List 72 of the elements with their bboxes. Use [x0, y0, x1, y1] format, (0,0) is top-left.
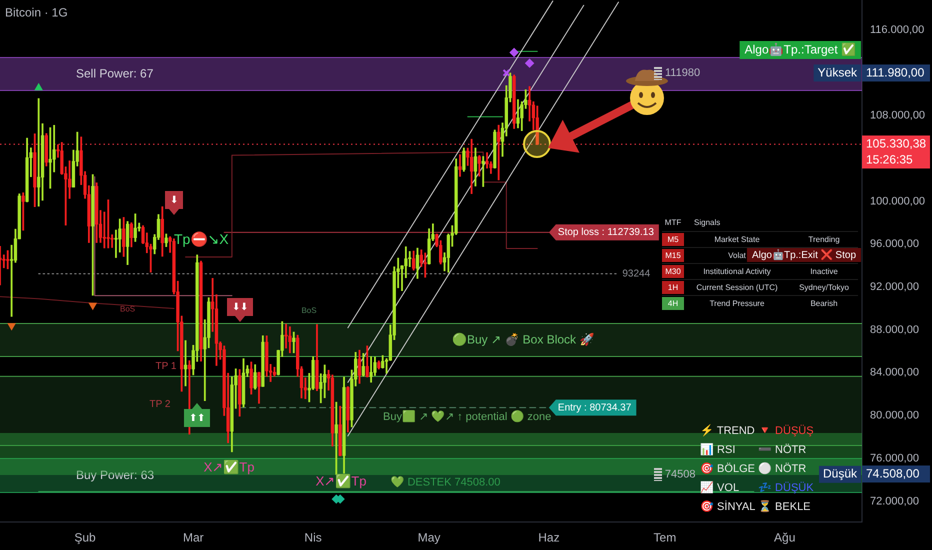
category-label: M15 [665, 250, 681, 260]
text: Institutional Activity [703, 266, 771, 276]
text: Bearish [810, 298, 838, 308]
text: 📊 RSI [700, 444, 736, 456]
category-label: MTF [664, 218, 682, 228]
text: ⏳ BEKLE [758, 501, 811, 513]
text: 105.330,38 [866, 136, 926, 150]
annotation: 💚 DESTEK 74508.00 [390, 476, 500, 489]
text: ⚪ NÖTR [758, 463, 806, 475]
annotation: ⬇⬇ [232, 302, 248, 313]
annotation: TP 2 [150, 398, 171, 410]
y-tick-label: 100.000,00 [870, 195, 926, 208]
text: 📈 VOL [700, 482, 740, 494]
category-label: Signals [693, 218, 720, 228]
category-label: 4H [668, 298, 678, 308]
category-label: 1H [668, 282, 678, 292]
text: 15:26:35 [866, 152, 914, 166]
y-tick-label: 84.000,00 [870, 366, 919, 379]
text: 🎯 BÖLGE [700, 463, 755, 475]
annotation: Yüksek [818, 65, 858, 80]
text: 💤 DÜŞÜK [758, 482, 814, 494]
band-label: 🟢Buy ↗ 💣 Box Block 🚀 [452, 332, 594, 348]
annotation: Entry : 80734.37 [558, 402, 632, 414]
annotation: Stop loss : 112739.13 [558, 227, 654, 238]
x-tick-label: Nis [304, 530, 322, 545]
x-tick-label: Tem [654, 530, 676, 545]
annotation: BoS [301, 306, 317, 316]
text: Bitcoin · 1G [5, 5, 68, 20]
annotation: 93244 [622, 268, 651, 280]
annotation: X↗✅Tp [204, 460, 254, 475]
text: ⚡ TREND [700, 425, 755, 437]
text: Trending [808, 234, 840, 244]
text: ➖ NÖTR [758, 444, 806, 456]
annotation: TP 1 [156, 360, 177, 372]
annotation: X↗✅Tp [316, 474, 366, 489]
text: Sydney/Tokyo [799, 282, 849, 292]
x-tick-label: May [418, 530, 440, 545]
annotation: Algo🤖Tp.:Target ✅ [744, 42, 856, 56]
text: 111.980,00 [866, 65, 925, 80]
y-tick-label: 72.000,00 [870, 495, 919, 508]
y-tick-label: 116.000,00 [870, 24, 924, 36]
x-tick-label: Haz [538, 530, 560, 545]
x-tick-label: Şub [74, 530, 96, 545]
annotation: Tp⛔↘X [174, 230, 230, 248]
text: Inactive [810, 266, 838, 276]
category-label: M5 [667, 234, 679, 244]
annotation: ⬇ [170, 194, 178, 206]
text: Current Session (UTC) [696, 282, 778, 292]
y-tick-label: 80.000,00 [870, 410, 919, 422]
text: Market State [714, 234, 760, 244]
annotation: BoS [120, 304, 136, 314]
band-label: Buy Power: 63 [76, 468, 154, 482]
annotation: Algo🤖Tp.:Exit ❌ Stop [752, 248, 856, 261]
text: 74.508,00 [866, 466, 920, 480]
annotation: 74508 [664, 468, 696, 480]
x-tick-label: Ağu [774, 530, 796, 545]
annotation: ⬆⬆ [189, 412, 205, 424]
category-label: M30 [665, 266, 681, 276]
y-tick-label: 88.000,00 [870, 324, 919, 336]
y-tick-label: 92.000,00 [870, 281, 919, 294]
text: Volat [728, 250, 746, 260]
text: 🎯 SİNYAL [700, 501, 756, 513]
x-tick-label: Mar [182, 530, 204, 545]
band-label: Buy🟩 ↗ 💚↗ ↑ potential 🟢 zone [383, 410, 552, 423]
text: Trend Pressure [710, 298, 764, 308]
band-label: Sell Power: 67 [76, 66, 154, 80]
y-tick-label: 76.000,00 [870, 452, 919, 464]
y-tick-label: 108.000,00 [870, 110, 926, 122]
annotation: Düşük [822, 466, 858, 481]
y-tick-label: 96.000,00 [870, 238, 919, 250]
text: 🔻 DÜŞÜŞ [758, 425, 814, 437]
annotation: 111980 [665, 67, 700, 80]
